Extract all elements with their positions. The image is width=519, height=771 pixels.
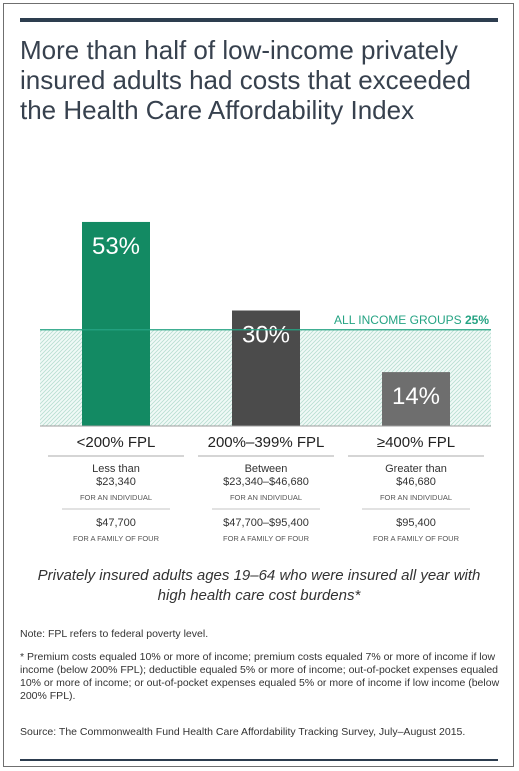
- family-amount: $47,700: [96, 517, 136, 529]
- bottom-rule: [20, 759, 498, 761]
- individual-label: FOR AN INDIVIDUAL: [230, 493, 302, 502]
- family-label: FOR A FAMILY OF FOUR: [223, 534, 310, 543]
- chart-title: More than half of low-income privately i…: [20, 35, 471, 125]
- family-label: FOR A FAMILY OF FOUR: [73, 534, 160, 543]
- top-rule: [20, 18, 498, 22]
- family-amount: $47,700–$95,400: [223, 517, 309, 529]
- bar-1: [82, 221, 150, 426]
- individual-label: FOR AN INDIVIDUAL: [80, 493, 152, 502]
- individual-prefix: Between: [245, 463, 288, 475]
- bar-3: [382, 372, 450, 426]
- bar-value-label: 30%: [242, 322, 290, 349]
- reference-line-label: ALL INCOME GROUPS 25%: [334, 313, 489, 327]
- category-label: 200%–399% FPL: [208, 434, 325, 451]
- category-label: ≥400% FPL: [377, 434, 455, 451]
- category-label: <200% FPL: [77, 434, 156, 451]
- individual-amount: $23,340: [96, 476, 136, 488]
- individual-amount: $46,680: [396, 476, 436, 488]
- footnote-text: * Premium costs equaled 10% or more of i…: [20, 651, 500, 702]
- individual-label: FOR AN INDIVIDUAL: [380, 493, 452, 502]
- note-text: Note: FPL refers to federal poverty leve…: [20, 628, 209, 640]
- figure-frame: [3, 3, 514, 767]
- source-text: Source: The Commonwealth Fund Health Car…: [20, 726, 466, 738]
- bar-value-label: 14%: [392, 383, 440, 410]
- family-amount: $95,400: [396, 517, 436, 529]
- individual-prefix: Less than: [92, 463, 140, 475]
- bar-value-label: 53%: [92, 233, 140, 260]
- individual-prefix: Greater than: [385, 463, 447, 475]
- chart-subtitle: Privately insured adults ages 19–64 who …: [37, 567, 481, 604]
- family-label: FOR A FAMILY OF FOUR: [373, 534, 460, 543]
- individual-amount: $23,340–$46,680: [223, 476, 309, 488]
